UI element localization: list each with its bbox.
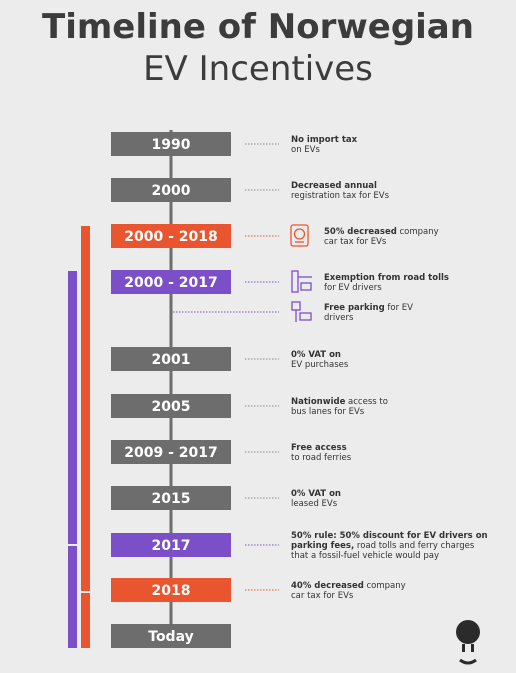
text-run: bus lanes for EVs (291, 407, 365, 417)
year-label: 2017 (152, 538, 191, 554)
incentive-text: No import tax on EVs (291, 135, 358, 155)
text-run: access to (345, 397, 388, 407)
text-run: No import tax (291, 135, 358, 145)
logo (456, 620, 480, 665)
year-box (111, 224, 231, 248)
text-run: road tolls and ferry charges (354, 541, 475, 551)
title-line-1: Timeline of Norwegian (42, 7, 474, 47)
year-box (111, 132, 231, 156)
year-box (111, 394, 231, 418)
parking-icon (291, 301, 312, 322)
text-run: on EVs (291, 145, 320, 155)
incentive-text: Free parking for EV drivers (324, 303, 413, 323)
text-run: that a fossil-fuel vehicle would pay (291, 551, 439, 561)
year-label: 1990 (152, 137, 191, 153)
incentive-text: Nationwide access to bus lanes for EVs (291, 397, 388, 417)
text-run: Exemption from road tolls (324, 273, 449, 283)
text-run: 50% rule: 50% discount for EV drivers on (291, 531, 488, 541)
text-run: 40% decreased (291, 581, 364, 591)
text-run: to road ferries (291, 453, 352, 463)
purple-span-bar (68, 271, 77, 648)
year-label: 2000 - 2018 (124, 229, 218, 245)
incentive-text: 0% VAT on EV purchases (291, 350, 349, 370)
year-box (111, 624, 231, 648)
title-line-2: EV Incentives (143, 49, 373, 89)
text-run: EV purchases (291, 360, 349, 370)
text-run: 0% VAT on (291, 350, 341, 360)
incentive-text: 50% rule: 50% discount for EV drivers on… (291, 531, 488, 561)
text-run: Decreased annual (291, 181, 377, 191)
text-run: car tax for EVs (291, 591, 354, 601)
tax-icon (290, 224, 309, 247)
text-run: leased EVs (291, 499, 338, 509)
incentive-text: 0% VAT on leased EVs (291, 489, 341, 509)
year-box (111, 578, 231, 602)
text-run: drivers (324, 313, 354, 323)
text-run: company (364, 581, 406, 591)
text-run: for EV drivers (324, 283, 382, 293)
year-label: 2015 (152, 491, 191, 507)
incentive-text: 40% decreased company car tax for EVs (291, 581, 406, 601)
incentive-text: Free access to road ferries (291, 443, 352, 463)
incentive-text: Decreased annual registration tax for EVs (291, 181, 390, 201)
text-run: parking fees, (291, 541, 354, 551)
year-box (111, 347, 231, 371)
toll-icon (291, 270, 312, 293)
year-box (111, 270, 231, 294)
year-label: 2001 (152, 352, 191, 368)
text-run: 0% VAT on (291, 489, 341, 499)
year-box (111, 178, 231, 202)
year-label: Today (148, 629, 193, 645)
text-run: 50% decreased (324, 227, 397, 237)
text-run: Free access (291, 443, 347, 453)
year-label: 2018 (152, 583, 191, 599)
orange-span-bar (81, 226, 90, 648)
year-box (111, 533, 231, 557)
year-label: 2005 (152, 399, 191, 415)
year-label: 2000 - 2017 (124, 275, 218, 291)
incentive-text: 50% decreased company car tax for EVs (324, 227, 439, 247)
text-run: for EV (385, 303, 413, 313)
year-box (111, 440, 231, 464)
year-label: 2009 - 2017 (124, 445, 218, 461)
text-run: registration tax for EVs (291, 191, 390, 201)
text-run: Nationwide (291, 397, 346, 407)
year-label: 2000 (152, 183, 191, 199)
year-box (111, 486, 231, 510)
text-run: car tax for EVs (324, 237, 387, 247)
incentive-text: Exemption from road tolls for EV drivers (324, 273, 449, 293)
text-run: company (397, 227, 439, 237)
text-run: Free parking (324, 303, 385, 313)
